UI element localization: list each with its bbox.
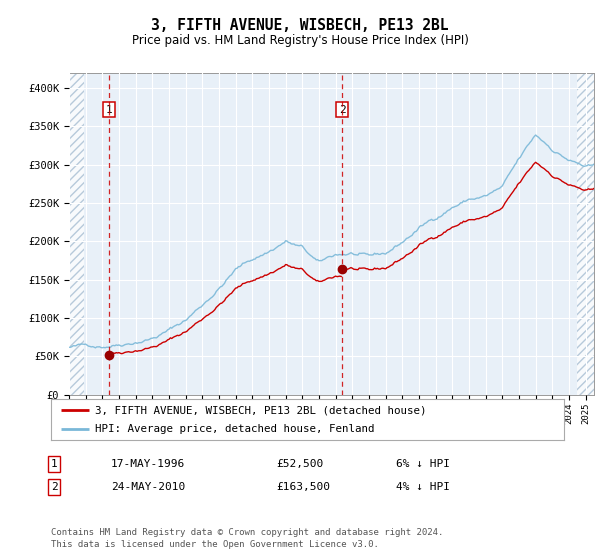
Text: 2: 2 [338,105,346,115]
Text: 1: 1 [50,459,58,469]
Text: 1: 1 [105,105,112,115]
Text: £52,500: £52,500 [276,459,323,469]
Text: 4% ↓ HPI: 4% ↓ HPI [396,482,450,492]
Text: 2: 2 [50,482,58,492]
Text: £163,500: £163,500 [276,482,330,492]
Text: Contains HM Land Registry data © Crown copyright and database right 2024.
This d: Contains HM Land Registry data © Crown c… [51,528,443,549]
Text: 3, FIFTH AVENUE, WISBECH, PE13 2BL (detached house): 3, FIFTH AVENUE, WISBECH, PE13 2BL (deta… [95,405,426,415]
Text: 17-MAY-1996: 17-MAY-1996 [111,459,185,469]
Text: 24-MAY-2010: 24-MAY-2010 [111,482,185,492]
Text: 6% ↓ HPI: 6% ↓ HPI [396,459,450,469]
Text: Price paid vs. HM Land Registry's House Price Index (HPI): Price paid vs. HM Land Registry's House … [131,34,469,47]
Text: 3, FIFTH AVENUE, WISBECH, PE13 2BL: 3, FIFTH AVENUE, WISBECH, PE13 2BL [151,18,449,32]
Text: HPI: Average price, detached house, Fenland: HPI: Average price, detached house, Fenl… [95,424,374,433]
